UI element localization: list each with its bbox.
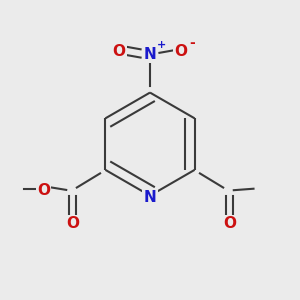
Text: +: + xyxy=(157,40,166,50)
Text: -: - xyxy=(189,36,195,50)
Text: N: N xyxy=(144,47,156,62)
Text: O: O xyxy=(112,44,126,59)
Text: O: O xyxy=(66,216,79,231)
Text: O: O xyxy=(37,183,50,198)
Text: O: O xyxy=(223,216,236,231)
Text: O: O xyxy=(174,44,188,59)
Text: N: N xyxy=(144,190,156,205)
